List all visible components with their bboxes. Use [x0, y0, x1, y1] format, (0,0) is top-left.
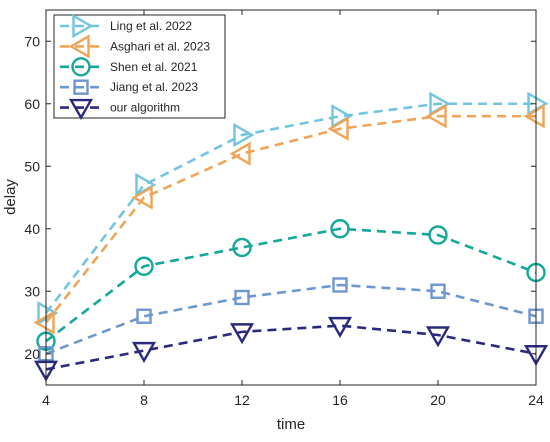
y-tick-label: 70: [24, 33, 40, 49]
x-tick-label: 24: [528, 392, 544, 408]
data-point: [332, 277, 348, 293]
data-point: [229, 323, 255, 345]
data-point: [330, 219, 350, 239]
legend-marker: [72, 13, 94, 39]
legend-label: Asghari et al. 2023: [110, 39, 210, 53]
x-tick-label: 12: [234, 392, 250, 408]
data-point: [131, 185, 153, 210]
data-point: [131, 341, 157, 364]
legend-marker: [71, 57, 91, 77]
legend-marker: [68, 34, 90, 59]
y-tick-label: 20: [24, 346, 40, 362]
data-point: [523, 104, 545, 129]
legend-label: Jiang et al. 2023: [110, 80, 198, 94]
data-point: [430, 283, 446, 299]
y-axis-label: delay: [2, 179, 19, 215]
data-point: [233, 122, 255, 148]
data-point: [425, 326, 451, 348]
x-tick-label: 16: [332, 392, 348, 408]
data-point: [232, 237, 252, 258]
data-point: [327, 116, 349, 141]
series-line: [44, 114, 536, 324]
y-tick-label: 50: [24, 158, 40, 174]
legend-marker: [73, 79, 89, 95]
axes-layer: 4 8 12 16 20 24 20 30 40 50 60 70: [24, 10, 544, 408]
data-point: [425, 104, 447, 129]
data-point: [229, 141, 251, 166]
legend-label: our algorithm: [110, 101, 180, 115]
data-point: [134, 256, 154, 276]
legend-entry: Shen et al. 2021: [60, 57, 198, 77]
data-point: [37, 301, 59, 326]
legend-marker: [68, 98, 94, 121]
series-line: [44, 102, 536, 314]
x-tick-label: 8: [140, 392, 148, 408]
x-axis-label: time: [277, 416, 305, 433]
legend-entry: our algorithm: [60, 98, 180, 121]
data-point: [136, 308, 152, 324]
series-2: [33, 104, 545, 335]
legend-entry: Asghari et al. 2023: [60, 34, 210, 59]
x-tick-label: 20: [430, 392, 446, 408]
legend-label: Ling et al. 2022: [110, 19, 192, 33]
legend-label: Shen et al. 2021: [110, 60, 198, 74]
legend-entry: Ling et al. 2022: [60, 13, 192, 39]
axes-box: [45, 9, 537, 386]
series-line: [45, 324, 537, 371]
data-point: [327, 316, 353, 339]
series-line: [45, 227, 537, 343]
x-tick-label: 4: [42, 392, 50, 408]
legend: Ling et al. 2022 Asghari et al. 2023 Shen …: [53, 13, 226, 121]
legend-entry: Jiang et al. 2023: [60, 79, 198, 95]
data-point: [234, 289, 250, 306]
y-tick-label: 60: [24, 96, 40, 112]
data-point: [33, 310, 55, 335]
y-tick-label: 30: [24, 283, 40, 299]
y-tick-label: 40: [24, 221, 40, 237]
series-layer: [33, 91, 549, 382]
data-point: [428, 225, 448, 245]
